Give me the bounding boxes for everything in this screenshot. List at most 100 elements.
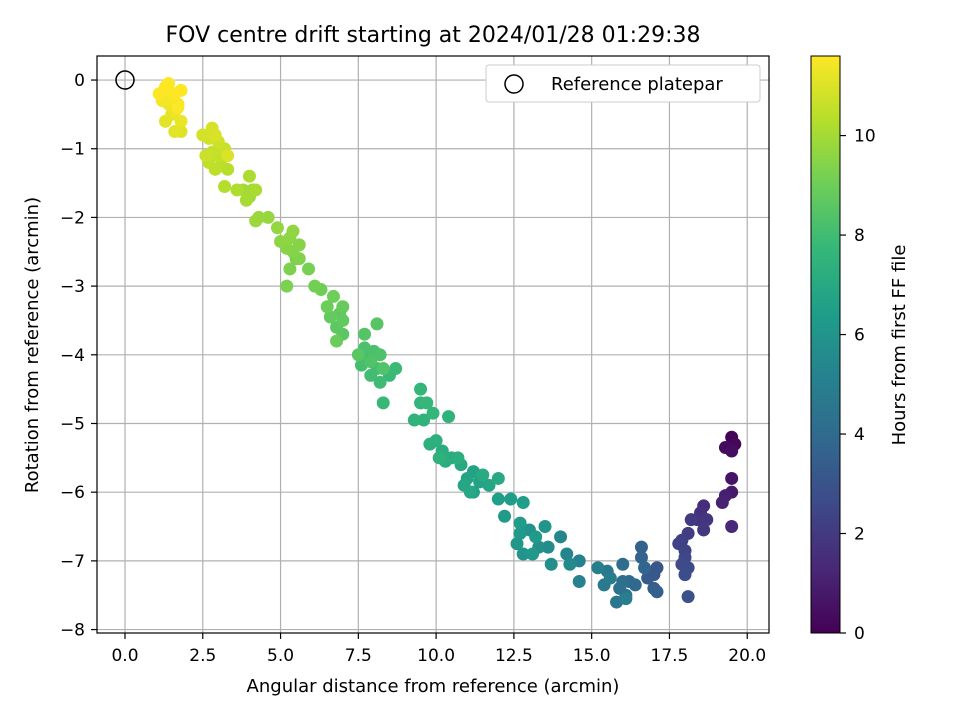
plot-area: 0.0 2.5 5.0 7.5 10.0 12.5 15.0 17.5 20.0 0 −1 −2 −3… bbox=[60, 55, 770, 666]
data-point bbox=[351, 348, 365, 362]
x-axis-label: Angular distance from reference (arcmin) bbox=[247, 676, 620, 697]
data-point bbox=[491, 492, 505, 506]
data-point bbox=[700, 513, 714, 527]
colorbar-tick-label: 8 bbox=[854, 226, 865, 246]
data-point bbox=[162, 76, 176, 90]
data-point bbox=[308, 279, 322, 293]
data-point bbox=[221, 149, 235, 163]
x-tick-label: 0.0 bbox=[111, 646, 138, 666]
data-point bbox=[725, 471, 739, 485]
data-point bbox=[538, 520, 552, 534]
data-point bbox=[168, 125, 182, 139]
data-point bbox=[323, 310, 337, 324]
data-point bbox=[563, 557, 577, 571]
data-point bbox=[292, 238, 306, 252]
data-point bbox=[526, 547, 540, 561]
y-tick-label: −7 bbox=[60, 552, 85, 572]
x-tick-label: 5.0 bbox=[267, 646, 294, 666]
data-point bbox=[638, 561, 652, 575]
x-tick-label: 7.5 bbox=[345, 646, 372, 666]
colorbar: 0 2 4 6 8 10 Hours from first FF file bbox=[810, 55, 910, 644]
data-point bbox=[239, 193, 253, 207]
data-point bbox=[358, 327, 372, 341]
data-point bbox=[442, 410, 456, 424]
data-point bbox=[634, 540, 648, 554]
data-point bbox=[414, 382, 428, 396]
data-point bbox=[373, 375, 387, 389]
reference-platepar-marker bbox=[115, 70, 135, 90]
x-tick-label: 12.5 bbox=[495, 646, 533, 666]
data-point bbox=[426, 406, 440, 420]
data-point bbox=[242, 169, 256, 183]
data-point bbox=[650, 585, 664, 599]
y-axis-ticks: 0 −1 −2 −3 −4 −5 −6 −7 −8 bbox=[60, 71, 97, 641]
data-point bbox=[482, 478, 496, 492]
colorbar-tick-label: 4 bbox=[854, 425, 865, 445]
data-point bbox=[336, 313, 350, 327]
x-tick-label: 20.0 bbox=[728, 646, 766, 666]
data-point bbox=[684, 513, 698, 527]
data-point bbox=[491, 471, 505, 485]
data-point bbox=[697, 523, 711, 537]
data-point bbox=[261, 210, 275, 224]
y-tick-label: 0 bbox=[74, 71, 85, 91]
y-tick-label: −1 bbox=[60, 140, 85, 160]
data-point bbox=[417, 413, 431, 427]
y-tick-label: −6 bbox=[60, 483, 85, 503]
data-point bbox=[336, 300, 350, 314]
data-point bbox=[432, 451, 446, 465]
colorbar-label: Hours from first FF file bbox=[889, 245, 910, 446]
data-point bbox=[249, 214, 263, 228]
data-point bbox=[389, 362, 403, 376]
legend-marker-icon bbox=[504, 74, 524, 94]
y-axis-label: Rotation from reference (arcmin) bbox=[22, 197, 43, 493]
data-point bbox=[513, 516, 527, 530]
data-point bbox=[641, 571, 655, 585]
data-point bbox=[174, 83, 188, 97]
data-point bbox=[370, 317, 384, 331]
colorbar-bar bbox=[810, 55, 841, 634]
data-point bbox=[451, 451, 465, 465]
x-tick-label: 2.5 bbox=[189, 646, 216, 666]
data-point bbox=[218, 180, 232, 194]
legend: Reference platepar bbox=[485, 64, 761, 103]
legend-label: Reference platepar bbox=[551, 74, 723, 95]
plot-background bbox=[97, 56, 769, 633]
data-point bbox=[591, 561, 605, 575]
data-point bbox=[603, 571, 617, 585]
data-point bbox=[516, 495, 530, 509]
data-point bbox=[330, 334, 344, 348]
data-point bbox=[498, 509, 512, 523]
data-point bbox=[364, 355, 378, 369]
x-tick-label: 15.0 bbox=[573, 646, 611, 666]
plot-frame bbox=[96, 55, 770, 634]
data-point bbox=[171, 101, 185, 115]
data-point bbox=[560, 547, 574, 561]
x-tick-label: 17.5 bbox=[651, 646, 689, 666]
data-point bbox=[544, 557, 558, 571]
y-tick-label: −2 bbox=[60, 208, 85, 228]
data-point bbox=[715, 495, 729, 509]
colorbar-tick-label: 0 bbox=[854, 624, 865, 644]
data-point bbox=[274, 234, 288, 248]
data-point bbox=[286, 224, 300, 238]
data-point bbox=[572, 574, 586, 588]
data-point bbox=[420, 396, 434, 410]
y-tick-label: −3 bbox=[60, 277, 85, 297]
colorbar-tick-label: 10 bbox=[854, 127, 876, 147]
data-point bbox=[681, 590, 695, 604]
data-point bbox=[463, 485, 477, 499]
data-point bbox=[429, 434, 443, 448]
data-point bbox=[283, 262, 297, 276]
data-point bbox=[196, 128, 210, 142]
data-point bbox=[516, 547, 530, 561]
data-point bbox=[725, 520, 739, 534]
data-point bbox=[326, 289, 340, 303]
data-point bbox=[541, 540, 555, 554]
data-point bbox=[230, 183, 244, 197]
data-point bbox=[634, 550, 648, 564]
y-tick-label: −5 bbox=[60, 414, 85, 434]
data-point bbox=[554, 530, 568, 544]
data-point bbox=[249, 183, 263, 197]
